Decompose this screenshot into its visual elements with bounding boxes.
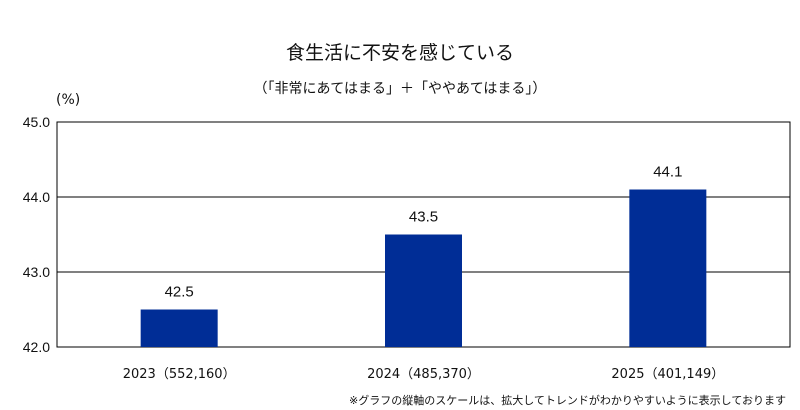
- bar: [140, 309, 218, 347]
- y-tick-label: 43.0: [23, 264, 50, 280]
- x-tick-label: 2023（552,160）: [123, 367, 236, 382]
- data-label: 43.5: [409, 209, 438, 226]
- y-tick-label: 42.0: [23, 339, 50, 355]
- x-tick-label: 2024（485,370）: [367, 367, 480, 382]
- chart-subtitle: （「非常にあてはまる」＋「ややあてはまる」）: [253, 81, 547, 97]
- y-axis-unit: (%): [56, 92, 81, 108]
- scale-note: ※グラフの縦軸のスケールは、拡大してトレンドがわかりやすいように表示しております: [348, 394, 786, 407]
- bar: [629, 189, 707, 347]
- bar: [385, 234, 462, 347]
- y-tick-label: 44.0: [23, 189, 50, 205]
- chart-title: 食生活に不安を感じている: [285, 42, 514, 64]
- y-tick-label: 45.0: [23, 114, 50, 130]
- data-label: 44.1: [653, 164, 682, 181]
- x-tick-label: 2025（401,149）: [611, 367, 724, 382]
- data-label: 42.5: [165, 284, 194, 301]
